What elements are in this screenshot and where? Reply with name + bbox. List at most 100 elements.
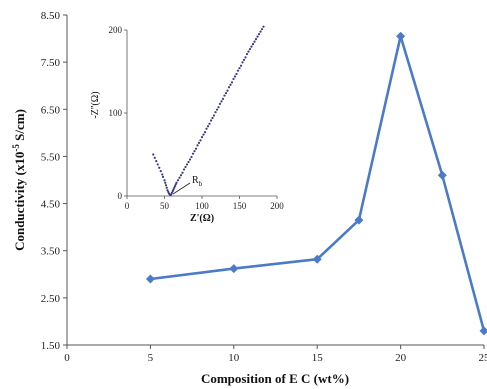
data-point-marker	[479, 326, 487, 336]
data-point-marker	[354, 215, 364, 225]
y-title-unit: S/cm)	[12, 109, 27, 144]
inset-data-point	[171, 189, 174, 193]
inset-data-point	[174, 183, 177, 186]
rb-subscript: b	[199, 180, 203, 188]
inset-data-point	[181, 171, 184, 174]
inset-data-point	[229, 83, 232, 86]
inset-data-point	[159, 170, 162, 173]
inset-data-point	[215, 108, 219, 111]
y-tick-label: 7.50	[41, 57, 61, 69]
inset-data-point	[152, 153, 155, 156]
main-series-markers	[145, 31, 487, 336]
inset-data-point	[233, 75, 237, 78]
inset-data-point	[194, 147, 198, 150]
inset-data-point	[245, 52, 249, 56]
y-tick-label: 5.50	[41, 151, 61, 163]
inset-y-tick-label: 0	[118, 191, 123, 201]
data-point-marker	[437, 170, 447, 180]
inset-data-point	[193, 150, 196, 153]
inset-data-point	[239, 64, 243, 67]
inset-data-point	[166, 189, 169, 192]
y-title-text: Conductivity (x10	[12, 152, 27, 251]
inset-data-point	[212, 114, 216, 117]
inset-data-point	[221, 97, 225, 100]
main-y-ticks: 1.50 2.50 3.50 4.50 5.50 6.50 7.50 8.50	[41, 10, 67, 352]
inset-data-point	[227, 86, 231, 89]
inset-data-point	[164, 181, 167, 184]
inset-data-point	[173, 184, 177, 188]
main-y-axis-title: Conductivity (x10-5 S/cm)	[11, 109, 27, 251]
inset-data-point	[190, 155, 193, 159]
data-point-marker	[312, 254, 322, 264]
inset-plot: 0 100 200 0 50 100 150 200 Rb Z'(Ω) -Z''(Ω)	[90, 25, 284, 224]
inset-data-point	[191, 152, 195, 155]
main-x-axis-title: Composition of E C (wt%)	[201, 371, 349, 386]
x-tick-label: 5	[148, 352, 154, 364]
inset-x-tick-label: 200	[270, 201, 284, 211]
data-point-marker	[229, 264, 239, 274]
inset-data-point	[260, 28, 264, 31]
inset-data-point	[206, 125, 210, 128]
inset-data-point	[232, 77, 235, 81]
inset-data-point	[236, 69, 240, 72]
inset-x-tick-label: 0	[125, 201, 130, 211]
y-tick-label: 1.50	[41, 340, 61, 352]
inset-data-point	[247, 50, 250, 53]
inset-data-point	[262, 25, 265, 28]
inset-data-point	[153, 156, 156, 159]
inset-x-tick-label: 100	[195, 201, 209, 211]
data-point-marker	[396, 31, 406, 41]
inset-data-point	[165, 186, 168, 189]
y-tick-label: 8.50	[41, 10, 61, 22]
inset-data-point	[203, 130, 207, 134]
inset-y-axis-title: -Z''(Ω)	[90, 91, 101, 118]
inset-data-point	[161, 175, 165, 179]
inset-data-point	[187, 160, 190, 164]
inset-data-point	[244, 56, 247, 59]
main-plot: 1.50 2.50 3.50 4.50 5.50 6.50 7.50 8.50 0 5 10 15 2…	[11, 10, 487, 386]
y-tick-label: 4.50	[41, 199, 61, 211]
inset-data-point	[214, 111, 217, 114]
inset-data-point	[188, 158, 192, 161]
x-tick-label: 15	[312, 352, 324, 364]
y-tick-label: 6.50	[41, 104, 61, 116]
inset-data-point	[224, 91, 228, 95]
inset-data-point	[257, 33, 261, 36]
inset-data-point	[209, 119, 213, 122]
inset-data-point	[199, 139, 202, 142]
inset-data-point	[217, 106, 220, 109]
inset-series-points	[152, 25, 265, 197]
inset-data-point	[182, 168, 186, 171]
inset-data-point	[200, 135, 204, 139]
inset-x-tick-label: 50	[160, 201, 170, 211]
inset-data-point	[178, 176, 181, 179]
inset-data-point	[172, 188, 175, 191]
inset-data-point	[251, 43, 255, 46]
y-title-superscript: -5	[11, 144, 21, 152]
inset-data-point	[208, 122, 211, 125]
inset-data-point	[179, 174, 183, 177]
inset-data-point	[164, 184, 168, 187]
inset-data-point	[220, 100, 223, 103]
inset-data-point	[170, 191, 174, 194]
rb-pointer	[172, 182, 191, 195]
inset-data-point	[211, 116, 214, 120]
inset-data-point	[170, 193, 173, 196]
inset-data-point	[241, 61, 244, 64]
rb-annotation: Rb	[192, 175, 203, 188]
inset-data-point	[259, 30, 262, 33]
inset-data-point	[163, 179, 166, 182]
inset-x-tick-label: 150	[233, 201, 247, 211]
y-tick-label: 2.50	[41, 293, 61, 305]
data-point-marker	[145, 274, 155, 284]
y-tick-label: 3.50	[41, 246, 61, 258]
inset-data-point	[226, 89, 229, 92]
inset-data-point	[254, 38, 258, 41]
inset-data-point	[158, 166, 161, 169]
inset-y-tick-label: 200	[109, 25, 123, 35]
inset-data-point	[242, 58, 246, 61]
x-tick-label: 20	[395, 352, 407, 364]
inset-data-point	[167, 190, 170, 193]
inset-data-point	[197, 141, 201, 144]
